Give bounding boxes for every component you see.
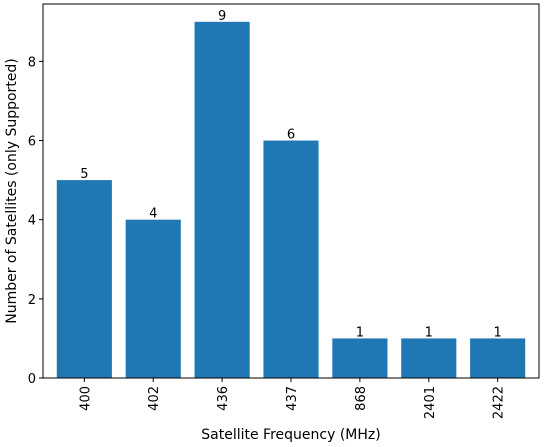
data-label-402: 4 (149, 207, 157, 222)
y-tick-label-8: 8 (28, 55, 36, 70)
data-label-868: 1 (356, 325, 364, 340)
x-tick-label-437: 437 (285, 386, 300, 411)
plot-frame (42, 3, 540, 379)
x-tick-label-2422: 2422 (492, 386, 507, 419)
bar-437 (263, 140, 319, 378)
x-axis-ticks: 400 402 436 437 868 2401 2422 (78, 378, 507, 419)
bars-group (56, 21, 526, 379)
bar-2422 (470, 338, 526, 378)
y-tick-label-0: 0 (28, 372, 36, 387)
x-tick-label-402: 402 (147, 386, 162, 411)
bar-402 (125, 219, 181, 378)
data-labels-group: 5 4 9 6 1 1 1 (80, 9, 502, 341)
data-label-2401: 1 (425, 325, 433, 340)
bar-436 (194, 21, 250, 379)
x-axis-title: Satellite Frequency (MHz) (201, 427, 380, 443)
x-tick-label-436: 436 (216, 386, 231, 411)
y-tick-label-6: 6 (28, 135, 36, 150)
bar-400 (56, 180, 112, 378)
bar-868 (332, 338, 388, 378)
data-label-437: 6 (287, 128, 295, 143)
bar-2401 (401, 338, 457, 378)
data-label-436: 9 (218, 9, 226, 24)
x-tick-label-400: 400 (78, 386, 93, 411)
x-tick-label-2401: 2401 (423, 386, 438, 419)
y-axis-ticks: 0 2 4 6 8 (28, 55, 43, 387)
data-label-2422: 1 (494, 325, 502, 340)
y-tick-label-4: 4 (28, 214, 36, 229)
data-label-400: 5 (80, 167, 88, 182)
y-axis-title: Number of Satellites (only Supported) (4, 58, 20, 324)
x-tick-label-868: 868 (354, 386, 369, 411)
y-tick-label-2: 2 (28, 293, 36, 308)
